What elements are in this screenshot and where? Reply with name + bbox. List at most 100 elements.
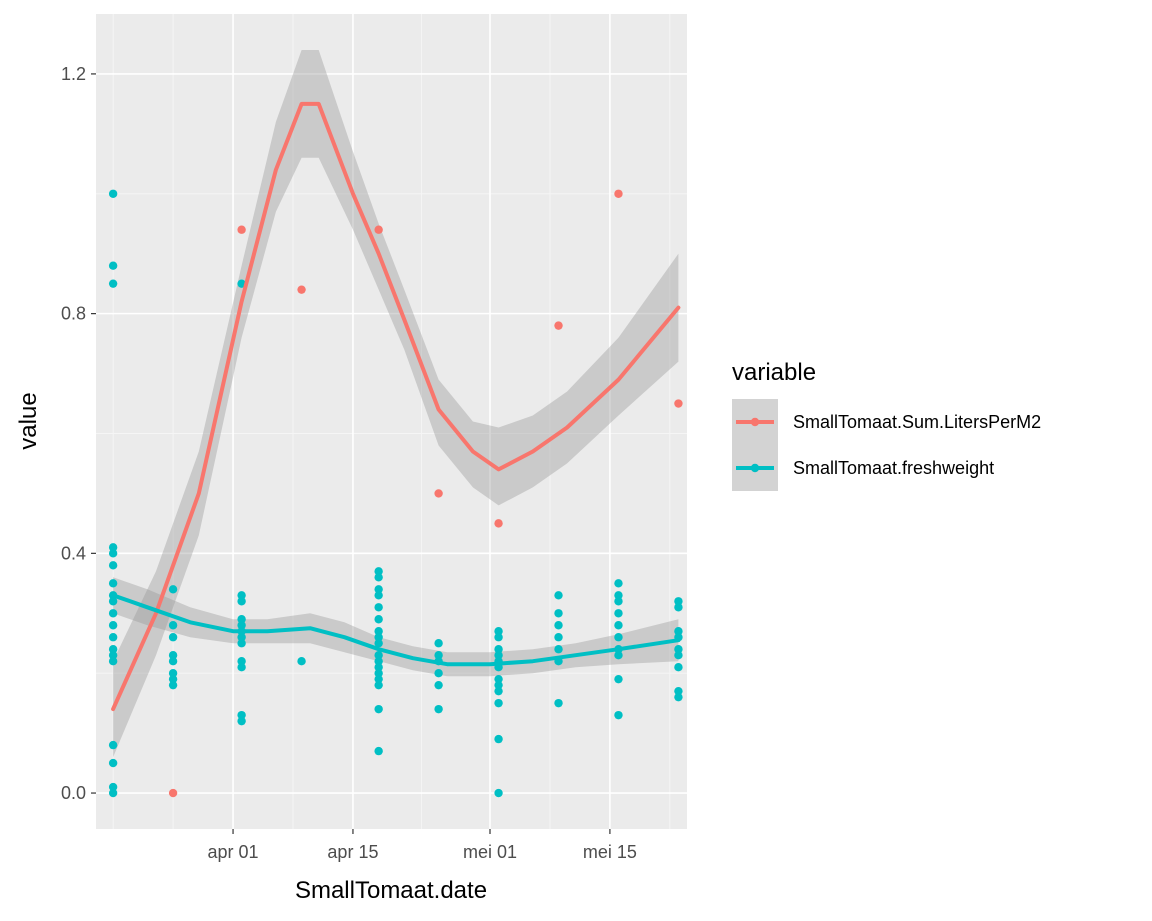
data-point [434,704,443,714]
data-point [168,633,178,642]
y-axis-title: value [15,392,42,449]
grid-major [96,14,687,829]
data-point [494,519,503,528]
data-point [434,651,443,660]
data-point [494,788,503,798]
legend-key-point [750,417,760,427]
data-point [168,585,178,594]
data-point [237,662,246,672]
data-point [494,734,503,744]
x-axis-title: SmallTomaat.date [295,877,487,904]
x-tick-label: mei 15 [583,842,637,862]
data-point [108,549,118,558]
y-tick-label: 0.8 [61,304,86,324]
data-point [108,645,118,654]
data-point [374,746,383,756]
data-point [374,627,383,636]
legend-label: SmallTomaat.freshweight [793,458,994,478]
data-point [674,662,683,672]
data-point [614,651,623,660]
data-point [108,651,118,660]
legend-label: SmallTomaat.Sum.LitersPerM2 [793,412,1041,432]
data-point [108,782,118,792]
x-tick-label: apr 15 [327,842,378,862]
data-point [494,674,503,684]
data-point [108,561,118,570]
data-point [614,621,623,630]
data-point [374,591,383,600]
data-point [168,657,178,666]
data-point [237,621,246,630]
legend-title: variable [732,359,816,386]
data-point [108,609,118,618]
x-axis: apr 01 apr 15 mei 01 mei 15 [208,829,637,862]
y-axis: 0.0 0.4 0.8 1.2 [61,64,96,803]
data-point [374,651,383,660]
data-point [674,597,683,606]
data-point [374,639,383,648]
data-point [374,674,383,684]
data-point [374,668,383,678]
smooth-line [111,593,681,667]
data-point [374,704,383,714]
data-point [554,591,563,600]
smooth-line [111,101,681,712]
data-point [554,609,563,618]
data-point [108,579,118,588]
data-point [434,680,443,690]
data-point [494,686,503,696]
data-point [108,597,118,606]
data-point [108,279,118,288]
data-point [374,573,383,582]
legend-key-point [750,463,760,473]
data-point [168,668,178,678]
data-point [674,627,683,636]
data-point [374,633,383,642]
data-point [108,633,118,642]
data-point [237,710,246,720]
data-point [554,321,563,330]
data-point [494,645,503,654]
data-point [108,657,118,666]
data-point [108,740,118,750]
data-point [374,585,383,594]
data-point [297,657,306,666]
data-point [374,680,383,690]
data-point [614,579,623,588]
data-point [494,633,503,642]
data-point [554,621,563,630]
data-point [168,788,178,798]
data-point [374,567,383,576]
data-point [374,657,383,666]
smooth-lines [111,101,681,712]
data-point [674,692,683,702]
data-point [614,591,623,600]
legend: variable SmallTomaat.Sum.LitersPerM2 Smal… [732,359,1041,491]
data-point [494,627,503,636]
data-point [168,674,178,684]
data-point [494,698,503,708]
data-point [434,639,443,648]
data-point [494,680,503,690]
data-point [168,680,178,690]
data-point [614,674,623,684]
data-point [614,633,623,642]
data-point [237,225,246,234]
data-point [554,645,563,654]
x-tick-label: mei 01 [463,842,517,862]
plot-panel [96,14,687,829]
y-tick-label: 1.2 [61,64,86,84]
data-point [614,189,623,198]
data-point [674,686,683,696]
x-tick-label: apr 01 [208,842,259,862]
data-point [614,710,623,720]
data-point [554,633,563,642]
data-point [237,716,246,726]
data-point [237,633,246,642]
data-point [374,603,383,612]
data-point [674,645,683,654]
data-point [237,639,246,648]
data-point [554,698,563,708]
data-point [297,285,306,294]
